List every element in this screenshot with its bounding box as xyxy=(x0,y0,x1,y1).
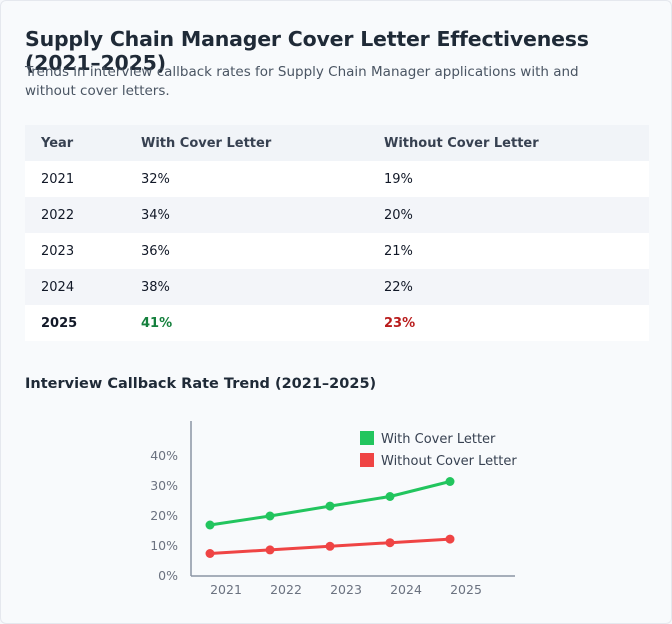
data-point-without-cover-letter xyxy=(265,545,275,555)
cell-without-cover-letter: 20% xyxy=(368,197,649,233)
column-header-without-cover-letter: Without Cover Letter xyxy=(368,125,649,161)
x-tick-label: 2024 xyxy=(390,582,422,597)
x-tick-label: 2021 xyxy=(210,582,242,597)
table-row: 2023 36% 21% xyxy=(25,233,649,269)
callback-rate-table: Year With Cover Letter Without Cover Let… xyxy=(25,125,649,341)
cell-with-cover-letter: 34% xyxy=(125,197,368,233)
cell-with-cover-letter: 32% xyxy=(125,161,368,197)
table-row-highlight: 2025 41% 23% xyxy=(25,305,649,341)
y-tick-label: 0% xyxy=(158,568,178,583)
data-point-with-cover-letter xyxy=(445,477,455,486)
cell-without-cover-letter: 21% xyxy=(368,233,649,269)
legend-swatch-with-cover-letter xyxy=(360,431,374,445)
data-point-with-cover-letter xyxy=(265,511,275,521)
y-tick-label: 40% xyxy=(150,448,178,463)
legend-label-with-cover-letter: With Cover Letter xyxy=(381,432,496,447)
cell-with-cover-letter: 38% xyxy=(125,269,368,305)
cell-with-cover-letter: 36% xyxy=(125,233,368,269)
data-point-without-cover-letter xyxy=(205,549,215,558)
column-header-with-cover-letter: With Cover Letter xyxy=(125,125,368,161)
table-row: 2024 38% 22% xyxy=(25,269,649,305)
y-tick-label: 30% xyxy=(150,478,178,493)
cell-year: 2023 xyxy=(25,233,125,269)
x-tick-label: 2025 xyxy=(450,582,482,597)
page-subtitle: Trends in interview callback rates for S… xyxy=(25,64,579,99)
table-header-row: Year With Cover Letter Without Cover Let… xyxy=(25,125,649,161)
legend-swatch-without-cover-letter xyxy=(360,453,374,467)
legend-label-without-cover-letter: Without Cover Letter xyxy=(381,454,517,469)
cell-year: 2021 xyxy=(25,161,125,197)
data-point-with-cover-letter xyxy=(205,520,215,530)
data-point-with-cover-letter xyxy=(325,501,335,511)
data-point-with-cover-letter xyxy=(385,492,395,501)
table-row: 2022 34% 20% xyxy=(25,197,649,233)
cell-year: 2022 xyxy=(25,197,125,233)
cell-without-cover-letter: 23% xyxy=(368,305,649,341)
cell-with-cover-letter: 41% xyxy=(125,305,368,341)
x-tick-label: 2023 xyxy=(330,582,362,597)
y-tick-label: 10% xyxy=(150,538,178,553)
y-tick-label: 20% xyxy=(150,508,178,523)
chart-title: Interview Callback Rate Trend (2021–2025… xyxy=(25,376,377,392)
data-point-without-cover-letter xyxy=(325,541,335,551)
x-tick-label: 2022 xyxy=(270,582,302,597)
column-header-year: Year xyxy=(25,125,125,161)
cell-year: 2024 xyxy=(25,269,125,305)
table-row: 2021 32% 19% xyxy=(25,161,649,197)
cell-without-cover-letter: 19% xyxy=(368,161,649,197)
cell-without-cover-letter: 22% xyxy=(368,269,649,305)
data-point-without-cover-letter xyxy=(385,538,395,548)
data-point-without-cover-letter xyxy=(445,534,455,544)
page-title: Supply Chain Manager Cover Letter Effect… xyxy=(25,27,589,75)
cell-year: 2025 xyxy=(25,305,125,341)
